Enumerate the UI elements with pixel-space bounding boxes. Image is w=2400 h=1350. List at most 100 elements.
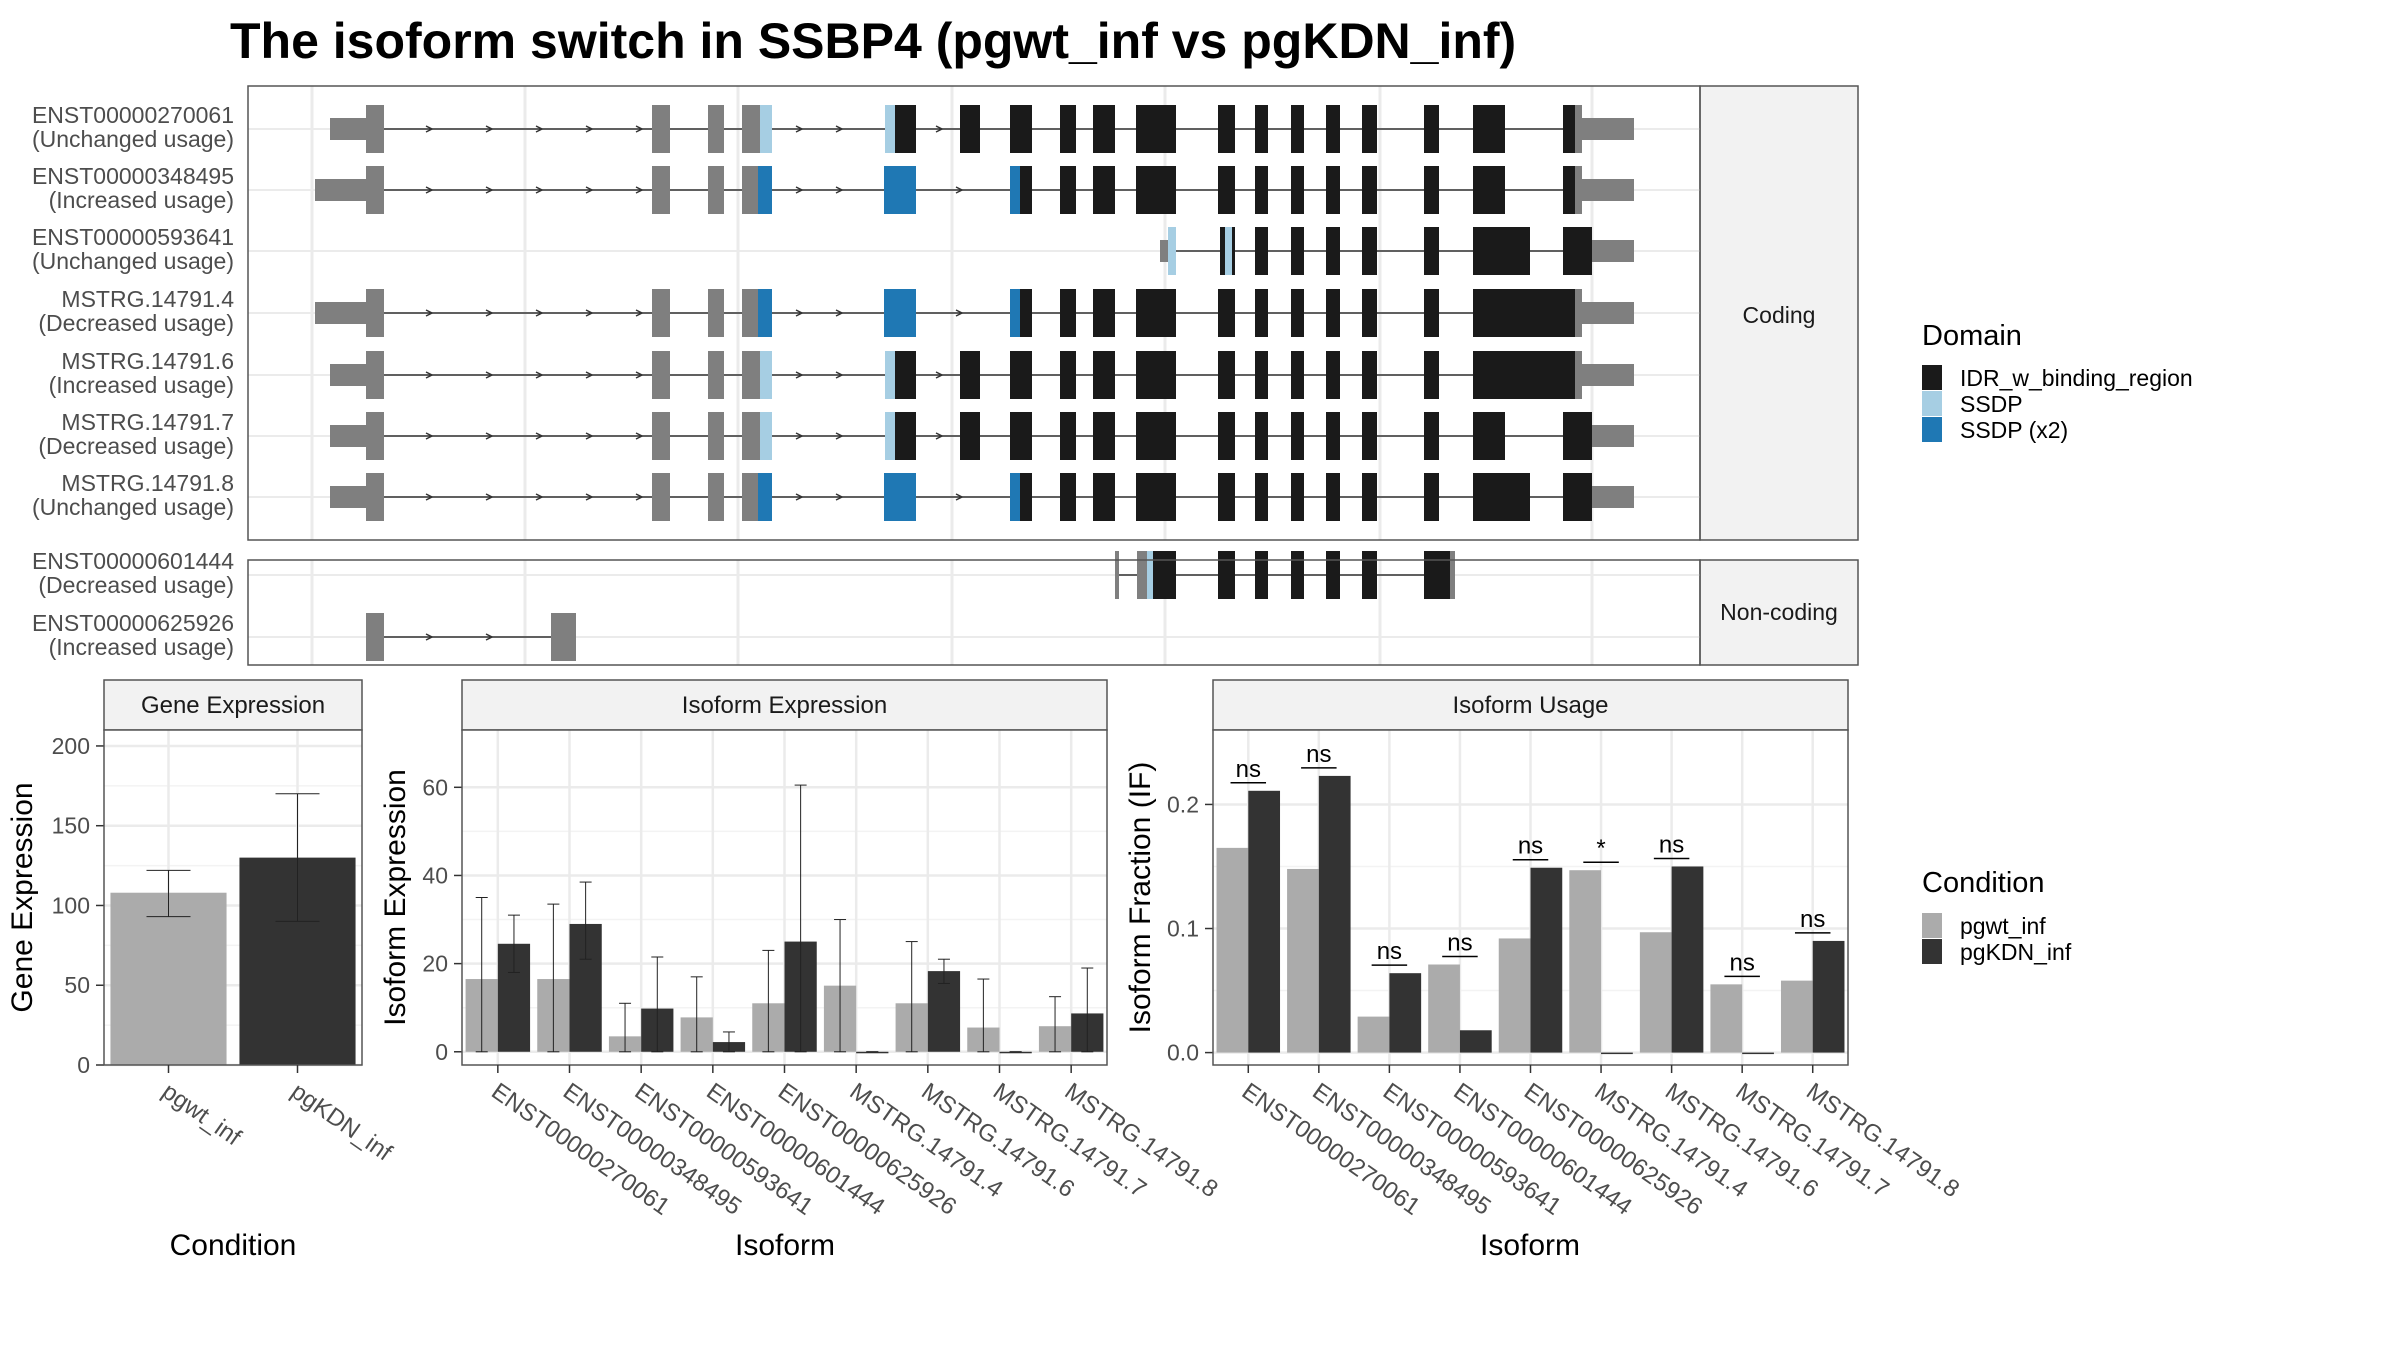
exon xyxy=(1115,551,1119,599)
bar xyxy=(1780,980,1813,1053)
bar xyxy=(1671,866,1704,1053)
strand-arrow xyxy=(425,633,434,641)
strand-arrow xyxy=(585,432,594,440)
exon xyxy=(1326,289,1340,337)
exon xyxy=(1218,412,1235,460)
exon xyxy=(1326,166,1340,214)
exon xyxy=(758,473,772,521)
significance-label: ns xyxy=(1377,938,1402,965)
y-tick-label: 0.1 xyxy=(1167,916,1199,942)
exon xyxy=(895,412,916,460)
isoform-row-label: ENST00000593641 (Unchanged usage) xyxy=(32,224,234,274)
strand-arrow xyxy=(535,186,544,194)
y-tick-label: 60 xyxy=(422,774,448,800)
exon xyxy=(1291,289,1304,337)
utr-exon xyxy=(1582,118,1634,140)
exon xyxy=(366,351,384,399)
strand-arrow xyxy=(635,493,644,501)
exon xyxy=(1010,289,1020,337)
exon xyxy=(1291,166,1304,214)
strand-arrow xyxy=(535,371,544,379)
exon xyxy=(1291,351,1304,399)
strand-arrow xyxy=(485,493,494,501)
strand-arrow xyxy=(955,186,964,194)
exon xyxy=(742,166,758,214)
exon xyxy=(1362,473,1377,521)
figure-title: The isoform switch in SSBP4 (pgwt_inf vs… xyxy=(230,13,1516,69)
bar xyxy=(1498,938,1531,1053)
exon xyxy=(366,473,384,521)
bar xyxy=(1287,868,1319,1053)
significance-label: ns xyxy=(1729,949,1754,976)
exon xyxy=(742,412,760,460)
bar xyxy=(1216,847,1249,1053)
strand-arrow xyxy=(485,633,494,641)
y-tick-label: 50 xyxy=(64,972,90,998)
isoform-row-label: ENST00000270061 (Unchanged usage) xyxy=(32,102,234,152)
exon xyxy=(366,613,384,661)
exon xyxy=(885,351,895,399)
strand-arrow xyxy=(795,125,804,133)
legend-label-ssdp-x2: SSDP (x2) xyxy=(1960,417,2068,443)
exon xyxy=(1575,351,1582,399)
legend-label-pgkdn: pgKDN_inf xyxy=(1960,939,2072,965)
bar xyxy=(1428,964,1460,1053)
exon xyxy=(884,289,916,337)
strand-arrow xyxy=(635,371,644,379)
exon xyxy=(1093,412,1115,460)
exon xyxy=(960,351,980,399)
y-tick-label: 100 xyxy=(52,892,90,918)
significance-label: ns xyxy=(1518,833,1543,860)
structure-panel-bg xyxy=(248,560,1700,665)
exon xyxy=(1450,551,1455,599)
legend-label-pgwt: pgwt_inf xyxy=(1960,913,2046,939)
bar xyxy=(1639,932,1672,1053)
y-tick-label: 200 xyxy=(52,733,90,759)
exon xyxy=(960,105,980,153)
strand-arrow xyxy=(795,432,804,440)
exon xyxy=(1060,289,1076,337)
utr-exon xyxy=(1582,302,1634,324)
exon xyxy=(960,412,980,460)
strand-arrow xyxy=(835,493,844,501)
strand-arrow xyxy=(795,371,804,379)
significance-label: * xyxy=(1596,835,1605,862)
y-tick-label: 20 xyxy=(422,951,448,977)
exon xyxy=(1424,351,1439,399)
bar xyxy=(1742,1052,1774,1055)
legend-swatch-ssdp xyxy=(1922,391,1942,416)
exon xyxy=(366,105,384,153)
isoform-row-label: MSTRG.14791.4 (Decreased usage) xyxy=(38,286,234,336)
exon xyxy=(1326,551,1340,599)
strand-arrow xyxy=(635,125,644,133)
exon xyxy=(1225,227,1232,275)
exon xyxy=(708,289,724,337)
strand-arrow xyxy=(535,309,544,317)
y-tick-label: 0.2 xyxy=(1167,791,1199,817)
exon xyxy=(1424,105,1439,153)
exon xyxy=(1010,473,1020,521)
strand-arrow xyxy=(635,432,644,440)
exon xyxy=(1424,227,1439,275)
condition-legend: Condition pgwt_inf pgKDN_inf xyxy=(1922,867,2072,965)
exon xyxy=(742,105,760,153)
exon xyxy=(708,351,724,399)
strand-arrow xyxy=(835,125,844,133)
exon xyxy=(1136,105,1176,153)
exon xyxy=(1424,412,1439,460)
bar xyxy=(856,1051,889,1054)
domain-legend-title: Domain xyxy=(1922,320,2022,352)
exon xyxy=(1326,351,1340,399)
plot-border xyxy=(103,729,363,1066)
strand-arrow xyxy=(425,309,434,317)
utr-exon xyxy=(1592,425,1634,447)
exon xyxy=(708,473,724,521)
x-axis-title: Isoform xyxy=(1480,1229,1580,1262)
exon xyxy=(1362,105,1377,153)
facet-strip-label: Coding xyxy=(1743,302,1816,328)
strand-arrow xyxy=(425,432,434,440)
exon xyxy=(1060,351,1076,399)
y-tick-label: 0 xyxy=(435,1039,448,1065)
exon xyxy=(1362,412,1377,460)
